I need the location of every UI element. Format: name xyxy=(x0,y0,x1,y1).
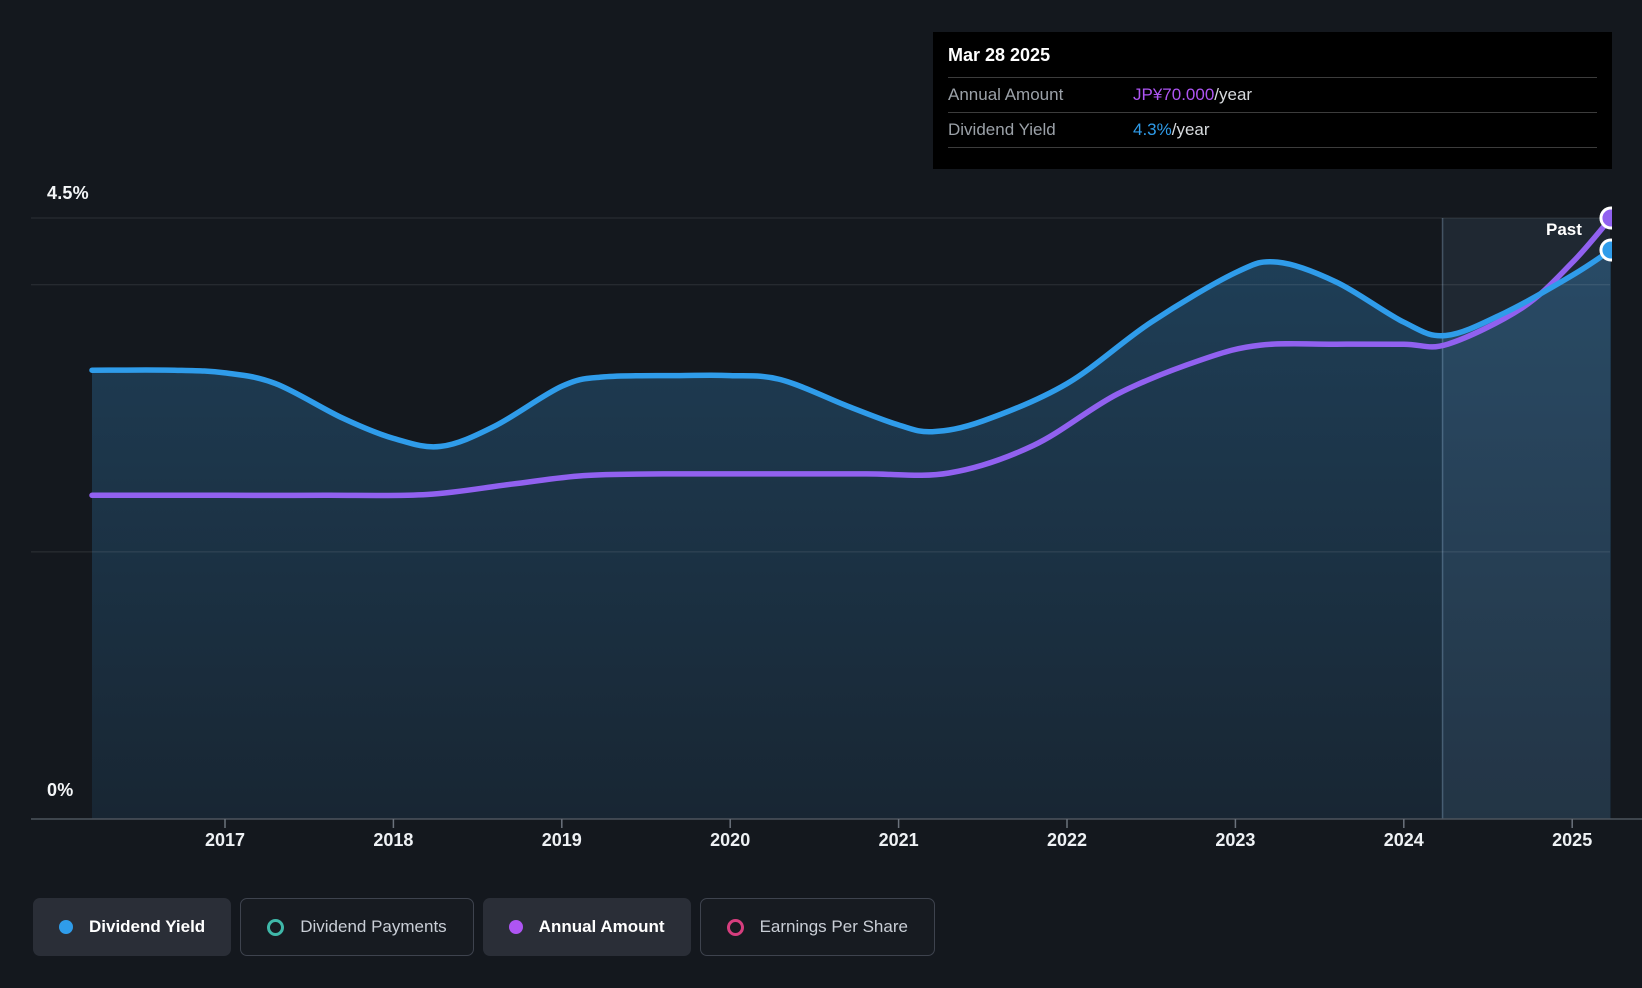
annual-amount-dot-icon xyxy=(508,920,523,934)
x-tick-label: 2020 xyxy=(710,830,751,850)
tooltip-value-suffix: /year xyxy=(1171,120,1210,139)
earnings-per-share-ring-icon xyxy=(726,918,744,936)
legend-label: Earnings Per Share xyxy=(759,917,908,936)
legend-label: Dividend Yield xyxy=(89,917,206,936)
x-tick-label: 2024 xyxy=(1383,830,1424,850)
past-annotation-label: Past xyxy=(1546,220,1582,239)
legend-label: Annual Amount xyxy=(538,917,665,936)
annual-amount-line xyxy=(89,215,1612,499)
x-tick-label: 2018 xyxy=(373,830,414,850)
legend-toggle-annual-amount[interactable]: Annual Amount xyxy=(482,898,691,956)
x-tick-label: 2019 xyxy=(541,830,582,850)
x-tick-label: 2022 xyxy=(1046,830,1088,850)
tooltip-row-annual-amount: Annual Amount JP¥70.000 /year xyxy=(948,77,1597,112)
dividend-yield-dot-icon xyxy=(59,920,73,934)
dividend-yield-line xyxy=(89,247,1612,450)
x-tick-label: 2025 xyxy=(1552,830,1593,850)
legend-toggle-dividend-yield[interactable]: Dividend Yield xyxy=(33,898,232,956)
tooltip-label: Dividend Yield xyxy=(948,120,1056,139)
tooltip-date: Mar 28 2025 xyxy=(948,45,1051,65)
tooltip-value: 4.3% xyxy=(1133,120,1172,139)
x-tick-label: 2021 xyxy=(878,830,919,850)
dividend-payments-ring-icon xyxy=(267,918,285,936)
x-axis-ticks xyxy=(224,819,1573,828)
tooltip-value: JP¥70.000 xyxy=(1133,85,1215,104)
x-tick-label: 2023 xyxy=(1215,830,1256,850)
chart-tooltip: Mar 28 2025 Annual Amount JP¥70.000 /yea… xyxy=(933,32,1612,169)
y-axis-zero-label: 0% xyxy=(47,780,74,800)
annual-amount-end-marker xyxy=(1599,206,1612,230)
tooltip-value-suffix: /year xyxy=(1214,85,1253,104)
legend: Dividend Yield Dividend Payments Annual … xyxy=(33,898,935,956)
legend-toggle-earnings-per-share[interactable]: Earnings Per Share xyxy=(699,898,935,956)
dividend-yield-area-fill xyxy=(92,250,1611,819)
tooltip-label: Annual Amount xyxy=(948,85,1064,104)
y-axis-max-label: 4.5% xyxy=(47,183,89,203)
dividend-yield-end-marker xyxy=(1599,238,1612,262)
legend-label: Dividend Payments xyxy=(300,917,447,936)
x-axis-labels: 2017 2018 2019 2020 2021 2022 2023 2024 … xyxy=(0,830,1642,860)
past-period-band xyxy=(1442,218,1610,819)
x-tick-label: 2017 xyxy=(204,830,246,850)
tooltip-row-dividend-yield: Dividend Yield 4.3% /year xyxy=(948,112,1597,148)
legend-toggle-dividend-payments[interactable]: Dividend Payments xyxy=(240,898,474,956)
